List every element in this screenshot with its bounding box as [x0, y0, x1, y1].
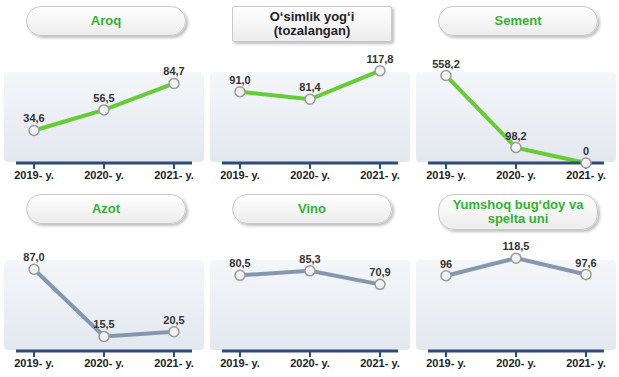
svg-text:15,5: 15,5	[93, 318, 114, 330]
html-text:Sement: Sement	[494, 13, 542, 28]
svg-text:558,2: 558,2	[432, 58, 460, 70]
svg-text:97,6: 97,6	[575, 257, 596, 269]
svg-text:96: 96	[440, 258, 452, 270]
svg-text:34,6: 34,6	[23, 112, 44, 124]
svg-text:2020- y.: 2020- y.	[84, 357, 124, 369]
svg-text:70,9: 70,9	[369, 266, 390, 278]
svg-text:2021- y.: 2021- y.	[360, 357, 400, 369]
svg-text:2020- y.: 2020- y.	[290, 357, 330, 369]
svg-text:2019- y.: 2019- y.	[220, 169, 260, 181]
svg-text:2020- y.: 2020- y.	[496, 169, 536, 181]
svg-text:2019- y.: 2019- y.	[14, 169, 54, 181]
svg-text:2019- y.: 2019- y.	[426, 169, 466, 181]
svg-text:2020- y.: 2020- y.	[496, 357, 536, 369]
svg-text:87,0: 87,0	[23, 251, 44, 263]
svg-text:2019- y.: 2019- y.	[14, 357, 54, 369]
svg-text:85,3: 85,3	[299, 253, 320, 265]
svg-text:2021- y.: 2021- y.	[360, 169, 400, 181]
html-text:Aroq: Aroq	[90, 13, 122, 28]
svg-text:81,4: 81,4	[299, 81, 321, 93]
svg-text:56,5: 56,5	[93, 92, 114, 104]
svg-text:118,5: 118,5	[503, 240, 530, 252]
html-text:O‘simlik yog‘i (tozalangan): O‘simlik yog‘i (tozalangan)	[269, 9, 355, 38]
svg-text:2021- y.: 2021- y.	[154, 169, 194, 181]
svg-text:2019- y.: 2019- y.	[220, 357, 260, 369]
html-text:Yumshoq bug‘doy va spelta uni: Yumshoq bug‘doy va spelta uni	[452, 197, 584, 226]
svg-text:2021- y.: 2021- y.	[566, 169, 606, 181]
svg-text:91,0: 91,0	[229, 74, 250, 86]
svg-text:0: 0	[583, 145, 589, 157]
html-text:Vino: Vino	[298, 201, 326, 216]
svg-text:2019- y.: 2019- y.	[426, 357, 466, 369]
html-text:Azot: Azot	[91, 201, 121, 216]
svg-text:20,5: 20,5	[163, 314, 184, 326]
svg-text:80,5: 80,5	[229, 257, 250, 269]
svg-text:2021- y.: 2021- y.	[566, 357, 606, 369]
svg-text:2020- y.: 2020- y.	[84, 169, 124, 181]
svg-text:2020- y.: 2020- y.	[290, 169, 330, 181]
svg-text:98,2: 98,2	[505, 130, 526, 142]
svg-text:2021- y.: 2021- y.	[154, 357, 194, 369]
svg-text:84,7: 84,7	[163, 65, 184, 77]
svg-text:117,8: 117,8	[367, 53, 394, 65]
